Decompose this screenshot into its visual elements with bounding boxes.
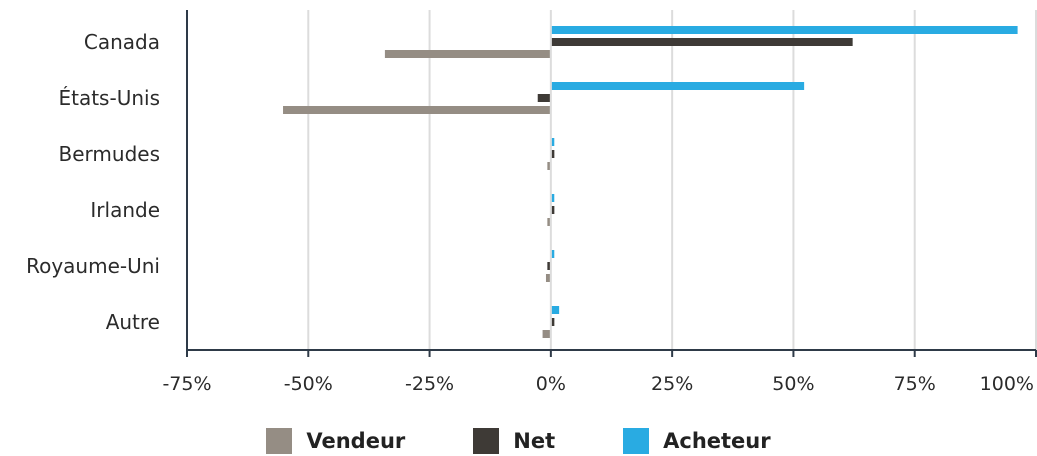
category-label-0: Canada <box>84 30 160 54</box>
bar-net-0 <box>551 38 853 46</box>
x-tick-label-0: -75% <box>162 373 211 395</box>
category-label-5: Autre <box>106 310 160 334</box>
x-tick-label-4: 25% <box>651 373 693 395</box>
x-tick-label-5: 50% <box>772 373 814 395</box>
bar-vendeur-3 <box>547 218 550 226</box>
category-label-2: Bermudes <box>59 142 160 166</box>
grid-lines <box>307 10 1037 350</box>
bars <box>283 26 1018 338</box>
legend-label-acheteur: Acheteur <box>663 429 771 453</box>
legend-item-net: Net <box>473 428 555 454</box>
legend-swatch-acheteur <box>623 428 650 454</box>
legend-label-vendeur: Vendeur <box>306 429 406 453</box>
x-tick-label-6: 75% <box>894 373 936 395</box>
bar-net-4 <box>547 262 550 270</box>
bar-acheteur-0 <box>551 26 1018 34</box>
bar-net-3 <box>551 206 555 214</box>
bar-vendeur-2 <box>547 162 550 170</box>
category-label-1: États-Unis <box>58 86 160 110</box>
bar-net-2 <box>551 150 555 158</box>
category-label-4: Royaume-Uni <box>26 254 160 278</box>
bar-acheteur-3 <box>551 194 555 202</box>
x-tick-label-7: 100% <box>980 373 1034 395</box>
bar-vendeur-0 <box>384 50 550 58</box>
axes <box>186 10 1037 357</box>
chart-plot: Canada États-Unis Bermudes Irlande Royaume-U… <box>26 10 1037 395</box>
legend-item-acheteur: Acheteur <box>623 428 771 454</box>
bar-acheteur-4 <box>551 250 555 258</box>
legend-label-net: Net <box>513 429 556 453</box>
bar-net-5 <box>551 318 555 326</box>
category-label-3: Irlande <box>90 198 160 222</box>
bar-net-1 <box>537 94 550 102</box>
bar-acheteur-2 <box>551 138 555 146</box>
legend-item-vendeur: Vendeur <box>266 428 405 454</box>
x-tick-label-1: -50% <box>284 373 333 395</box>
legend: Vendeur Net Acheteur <box>0 426 1037 456</box>
x-tick-label-2: -25% <box>405 373 454 395</box>
x-tick-label-3: 0% <box>536 373 566 395</box>
legend-swatch-net <box>473 428 500 454</box>
legend-swatch-vendeur <box>266 428 293 454</box>
bar-vendeur-4 <box>545 274 550 282</box>
category-labels: Canada États-Unis Bermudes Irlande Royaume-U… <box>26 30 160 334</box>
bar-vendeur-1 <box>283 106 550 114</box>
bar-vendeur-5 <box>542 330 550 338</box>
bar-acheteur-1 <box>551 82 805 90</box>
x-tick-labels: -75% -50% -25% 0% 25% 50% 75% 100% <box>162 373 1034 395</box>
bar-acheteur-5 <box>551 306 560 314</box>
